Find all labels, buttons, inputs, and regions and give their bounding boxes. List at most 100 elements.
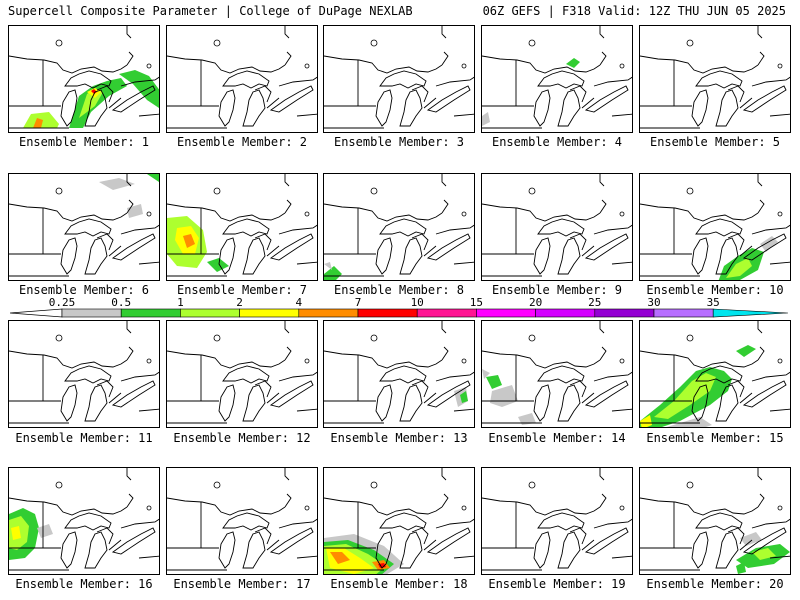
- map-boundary-line: [269, 85, 314, 113]
- map-boundary-line: [379, 512, 427, 531]
- map-boundary-line: [569, 85, 587, 103]
- map-boundary-line: [441, 468, 449, 508]
- scp-contour-fill: [119, 70, 159, 108]
- map-boundary-line: [742, 233, 787, 261]
- map-canvas: [640, 321, 790, 427]
- ensemble-member-label: Ensemble Member: 5: [649, 135, 781, 149]
- map-boundary-line: [537, 365, 585, 384]
- map-boundary-line: [757, 468, 765, 508]
- map-boundary-line: [599, 321, 607, 361]
- map-boundary-line: [411, 85, 429, 103]
- map-boundary-line: [167, 60, 317, 129]
- map-canvas: [167, 468, 317, 571]
- map-boundary-line: [742, 85, 787, 113]
- map-boundary-line: [399, 237, 423, 275]
- map-boundary-line: [126, 174, 134, 214]
- map-boundary-line: [9, 203, 128, 222]
- ensemble-member-map: [8, 25, 160, 133]
- map-boundary-line: [284, 26, 292, 66]
- map-boundary-line: [218, 384, 236, 422]
- map-boundary-line: [324, 208, 474, 277]
- map-boundary-line: [441, 174, 449, 214]
- ensemble-member-label: Ensemble Member: 2: [176, 135, 308, 149]
- ensemble-member-label: Ensemble Member: 13: [330, 431, 468, 445]
- map-boundary-line: [593, 76, 632, 87]
- map-boundary-line: [284, 321, 292, 361]
- legend-color-swatch: [180, 308, 240, 318]
- ensemble-member-map: [481, 467, 633, 575]
- map-canvas: [482, 321, 632, 425]
- map-boundary-line: [218, 89, 236, 127]
- scp-contour-fill: [99, 178, 135, 190]
- map-boundary-line: [324, 203, 443, 222]
- ensemble-member-map: [639, 467, 791, 575]
- legend-color-swatch: [476, 308, 536, 318]
- map-boundary-line: [533, 89, 551, 127]
- map-boundary-line: [96, 85, 114, 103]
- map-canvas: [482, 26, 632, 129]
- map-boundary-line: [60, 89, 78, 127]
- map-boundary-line: [278, 518, 317, 529]
- scp-contour-fill: [91, 89, 97, 94]
- map-boundary-line: [426, 380, 471, 408]
- map-boundary-line: [435, 371, 474, 382]
- map-boundary-line: [557, 89, 581, 127]
- island-outline: [213, 334, 221, 342]
- legend-tick-label: 0.25: [48, 296, 76, 309]
- map-boundary-line: [60, 237, 78, 275]
- legend-left-arrow: [10, 308, 63, 318]
- map-boundary-line: [691, 531, 709, 569]
- map-boundary-line: [9, 350, 128, 369]
- scp-contour-fill: [518, 413, 536, 425]
- map-boundary-line: [537, 218, 585, 237]
- island-outline: [528, 39, 536, 47]
- island-outline: [370, 334, 378, 342]
- map-boundary-line: [757, 321, 765, 361]
- legend-tick-label: 25: [588, 296, 602, 309]
- map-boundary-line: [411, 527, 429, 545]
- scp-contour-fill: [69, 78, 127, 128]
- island-outline: [55, 481, 63, 489]
- map-boundary-line: [120, 76, 159, 87]
- map-boundary-line: [379, 70, 427, 89]
- map-boundary-line: [64, 70, 112, 89]
- map-boundary-line: [426, 85, 471, 113]
- legend-tick-label: 35: [706, 296, 720, 309]
- map-boundary-line: [441, 321, 449, 361]
- map-boundary-line: [222, 218, 270, 237]
- map-boundary-line: [569, 527, 587, 545]
- map-boundary-line: [254, 233, 272, 251]
- map-boundary-line: [695, 70, 743, 89]
- map-boundary-line: [640, 208, 790, 277]
- map-boundary-line: [375, 237, 393, 275]
- map-boundary-line: [167, 203, 286, 222]
- ensemble-member-map: [639, 173, 791, 281]
- map-boundary-line: [482, 497, 601, 516]
- legend-tick-label: 4: [295, 296, 303, 309]
- ensemble-member-label: Ensemble Member: 3: [333, 135, 465, 149]
- map-boundary-line: [482, 60, 632, 129]
- map-boundary-line: [64, 218, 112, 237]
- map-boundary-line: [167, 55, 286, 74]
- ensemble-member-label: Ensemble Member: 8: [333, 283, 465, 297]
- ensemble-member-label: Ensemble Member: 16: [15, 577, 153, 591]
- ensemble-member-map: [323, 320, 475, 428]
- legend-tick-label: 2: [236, 296, 243, 309]
- island-outline: [213, 187, 221, 195]
- ensemble-member-map: [166, 25, 318, 133]
- map-boundary-line: [111, 527, 156, 555]
- map-canvas: [640, 468, 790, 574]
- map-boundary-line: [96, 527, 114, 545]
- ensemble-member-map: [8, 173, 160, 281]
- map-boundary-line: [126, 26, 134, 66]
- ensemble-member-label: Ensemble Member: 14: [488, 431, 626, 445]
- map-canvas: [9, 468, 159, 571]
- map-boundary-line: [537, 70, 585, 89]
- island-outline: [777, 505, 783, 511]
- map-boundary-line: [167, 497, 286, 516]
- legend-color-swatch: [594, 308, 655, 318]
- map-boundary-line: [242, 531, 266, 569]
- ensemble-member-map: [639, 25, 791, 133]
- map-boundary-line: [375, 384, 393, 422]
- map-boundary-line: [111, 380, 156, 408]
